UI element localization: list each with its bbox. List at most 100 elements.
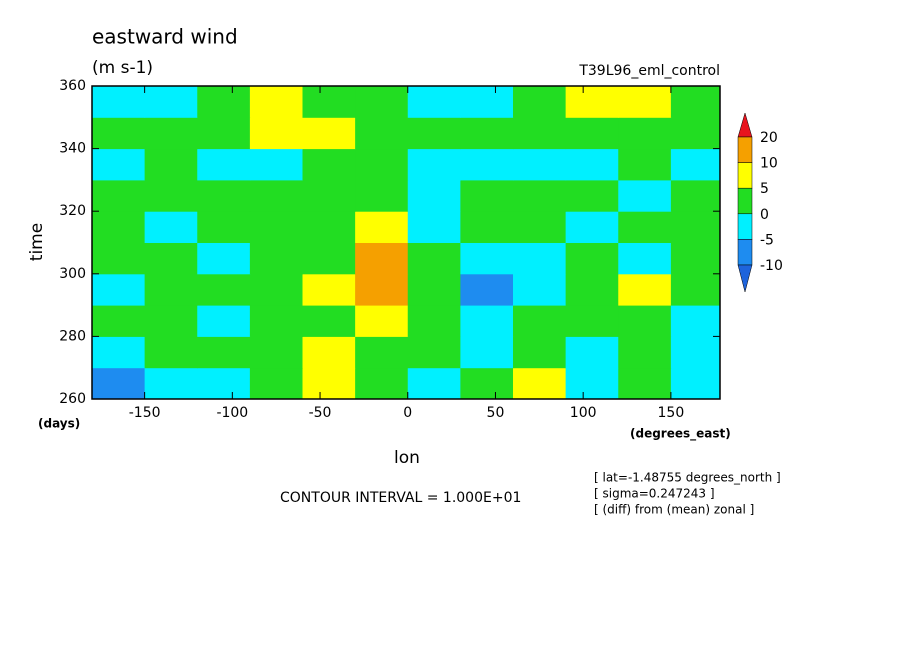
y-tick-label: 340	[59, 141, 86, 157]
field-cell	[302, 86, 356, 118]
field-cell	[670, 86, 720, 118]
run-label: T39L96_eml_control	[578, 63, 720, 79]
field-cell	[249, 273, 304, 306]
field-cell	[144, 179, 198, 212]
field-cell	[197, 367, 251, 399]
field-cell	[197, 179, 251, 212]
field-cell	[92, 336, 146, 369]
field-cell	[407, 148, 461, 181]
field-cell	[460, 305, 514, 337]
colorbar-label: 20	[760, 130, 778, 146]
field-cell	[355, 86, 409, 118]
field-cell	[355, 367, 409, 399]
field-cell	[618, 179, 672, 212]
field-cell	[618, 336, 672, 369]
field-cell	[92, 179, 146, 212]
field-cell	[670, 336, 720, 369]
field-cell	[355, 242, 409, 275]
colorbar-box	[737, 162, 753, 189]
field-cell	[92, 86, 146, 118]
field-cell	[92, 273, 146, 306]
field-cell	[249, 305, 304, 337]
colorbar-box	[737, 187, 753, 215]
field-cell	[92, 117, 146, 150]
field-cell	[670, 211, 720, 243]
field-cell	[460, 242, 514, 275]
field-cell	[670, 179, 720, 212]
chart-subtitle: (m s-1)	[92, 58, 153, 78]
field-cell	[407, 273, 461, 306]
field-cell	[302, 305, 356, 337]
field-cell	[355, 117, 409, 150]
field-cell	[144, 336, 198, 369]
note: [ sigma=0.247243 ]	[594, 487, 715, 501]
field-cell	[302, 242, 356, 275]
field-cell	[197, 211, 251, 243]
field-cell	[249, 367, 304, 399]
field-cell	[355, 273, 409, 306]
field-cell	[565, 305, 619, 337]
field-cell	[355, 148, 409, 181]
field-cell	[565, 86, 619, 118]
field-cell	[670, 273, 720, 306]
field-cell	[407, 367, 461, 399]
field-cell	[460, 211, 514, 243]
colorbar-label: 10	[760, 156, 778, 172]
x-tick-label: 0	[403, 405, 412, 421]
x-axis-label: lon	[394, 448, 420, 468]
field-cell	[565, 336, 619, 369]
field-cell	[355, 179, 409, 212]
colorbar-end	[737, 112, 753, 138]
field-cell	[355, 336, 409, 369]
field-cell	[144, 305, 198, 337]
colorbar-label: -10	[760, 258, 783, 274]
field-cell	[407, 86, 461, 118]
field-cell	[355, 211, 409, 243]
field-cell	[618, 367, 672, 399]
field-cell	[670, 367, 720, 399]
field-cell	[249, 179, 304, 212]
field-cell	[513, 211, 567, 243]
field-cell	[302, 179, 356, 212]
field-cell	[302, 117, 356, 150]
field-cell	[249, 148, 304, 181]
field-cell	[249, 336, 304, 369]
plot-frame	[91, 85, 721, 400]
field-cell	[144, 117, 198, 150]
field-cell	[618, 148, 672, 181]
field-cell	[92, 242, 146, 275]
field-cell	[249, 242, 304, 275]
colorbar-end	[737, 264, 753, 293]
field-cell	[670, 117, 720, 150]
field-cell	[144, 211, 198, 243]
field-cell	[460, 336, 514, 369]
colorbar-box	[737, 239, 753, 266]
y-tick-label: 260	[59, 391, 86, 407]
field-cell	[407, 242, 461, 275]
field-cell	[144, 273, 198, 306]
note: [ lat=-1.48755 degrees_north ]	[594, 471, 781, 485]
colorbar-label: 5	[760, 181, 769, 197]
y-tick-label: 360	[59, 78, 86, 94]
field-cell	[513, 367, 567, 399]
x-tick-label: 150	[658, 405, 685, 421]
field-cell	[407, 211, 461, 243]
y-units: (days)	[38, 417, 80, 431]
y-axis-label: time	[27, 223, 47, 261]
field-cell	[249, 117, 304, 150]
field-cell	[513, 148, 567, 181]
field-cell	[513, 117, 567, 150]
x-tick-label: -150	[129, 405, 161, 421]
field-cell	[407, 117, 461, 150]
field-cell	[460, 148, 514, 181]
contour-interval: CONTOUR INTERVAL = 1.000E+01	[280, 490, 521, 506]
field-cell	[513, 305, 567, 337]
field-cell	[144, 367, 198, 399]
field-cell	[144, 242, 198, 275]
field-cell	[513, 273, 567, 306]
field-cell	[302, 367, 356, 399]
field-cell	[565, 179, 619, 212]
x-tick-label: 50	[487, 405, 505, 421]
